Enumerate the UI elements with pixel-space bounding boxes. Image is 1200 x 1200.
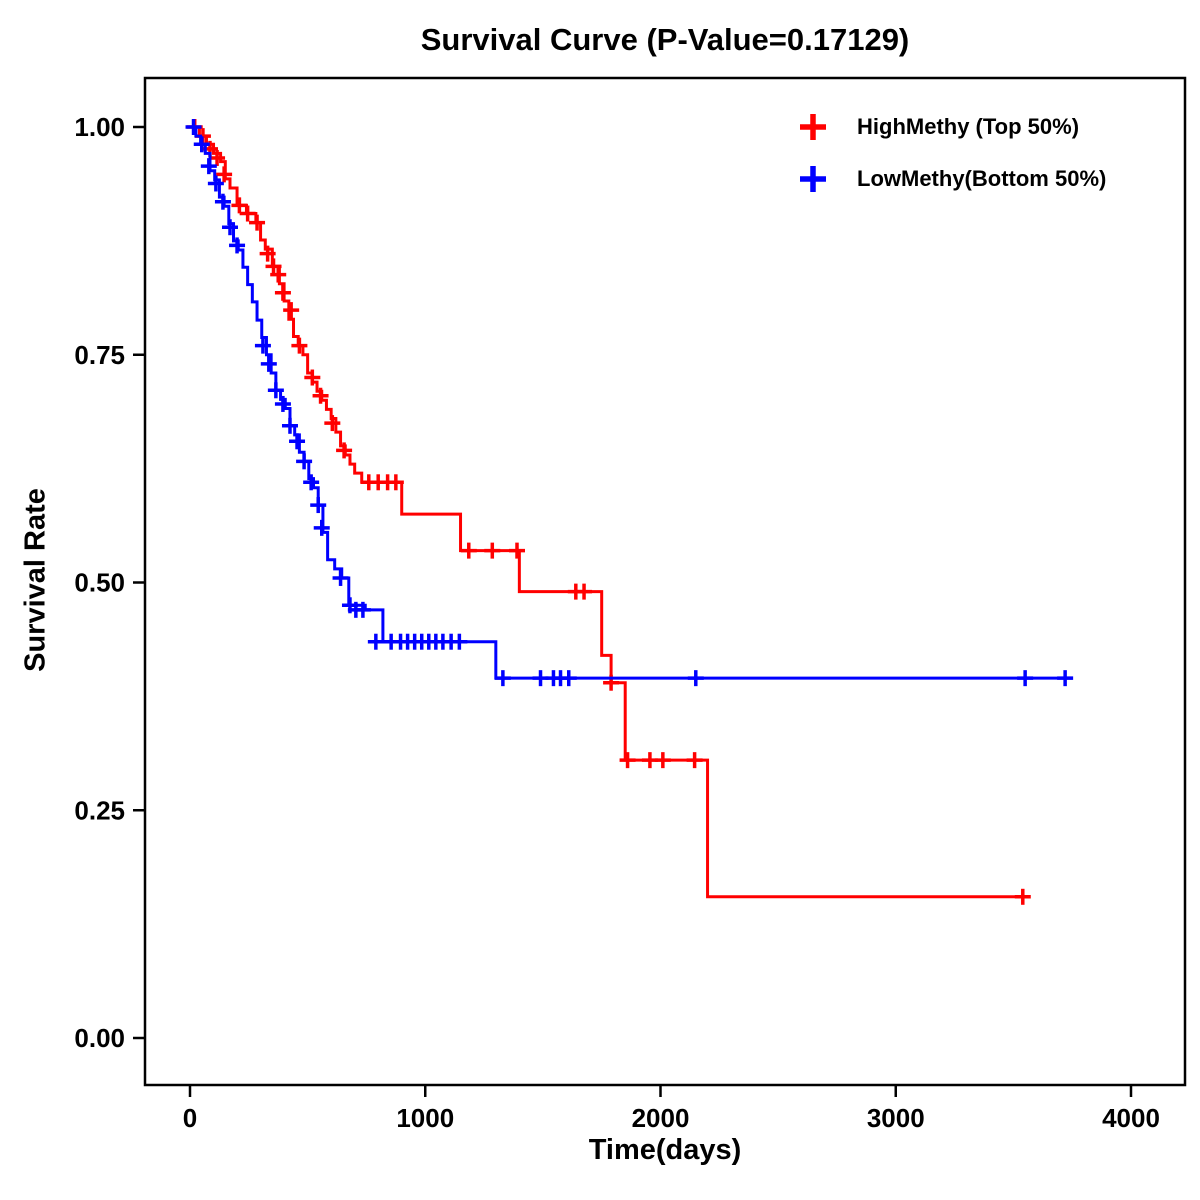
svg-text:1000: 1000 [396,1103,454,1133]
svg-text:0.25: 0.25 [74,795,125,825]
legend-item-lowmethy: LowMethy(Bottom 50%) [795,160,1106,198]
legend: HighMethy (Top 50%) LowMethy(Bottom 50%) [795,108,1106,198]
svg-text:0.00: 0.00 [74,1023,125,1053]
svg-text:0.50: 0.50 [74,568,125,598]
highmethy-plus-marker-icon [800,114,826,140]
svg-text:0.75: 0.75 [74,340,125,370]
svg-text:0: 0 [183,1103,197,1133]
chart-title: Survival Curve (P-Value=0.17129) [420,22,910,57]
lowmethy-plus-marker-icon [800,166,826,192]
x-axis-label: Time(days) [588,1134,742,1166]
svg-text:1.00: 1.00 [74,112,125,142]
svg-text:3000: 3000 [867,1103,925,1133]
y-axis-label: Survival Rate [19,488,52,672]
legend-label-lowmethy: LowMethy(Bottom 50%) [857,166,1107,191]
legend-item-highmethy: HighMethy (Top 50%) [795,108,1106,146]
svg-text:2000: 2000 [632,1103,690,1133]
svg-text:4000: 4000 [1102,1103,1160,1133]
legend-label-highmethy: HighMethy (Top 50%) [857,114,1080,139]
